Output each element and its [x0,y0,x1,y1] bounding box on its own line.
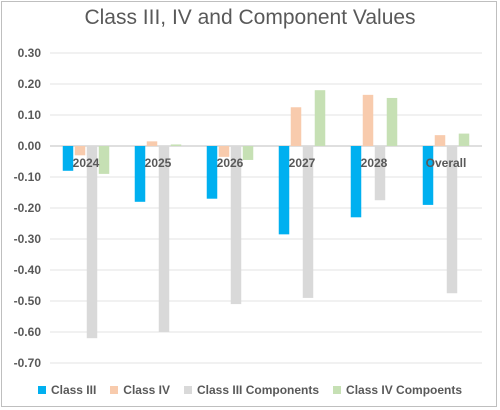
y-tick-label: -0.30 [14,232,42,246]
bar-class-iv [218,146,230,157]
legend-swatch [37,386,46,394]
y-tick-label: -0.70 [14,356,42,370]
bar-class-iv-compoents [314,90,326,146]
bar-class-iii-components [374,146,386,201]
legend-item: Class III Components [184,383,319,397]
y-tick-label: -0.20 [14,201,42,215]
bar-class-iii [350,146,362,218]
legend-label: Class IV [123,383,170,397]
bar-class-iii-components [86,146,98,339]
bar-class-iii-components [230,146,242,305]
bar-class-iv-compoents [98,146,110,174]
bar-class-iii-components [302,146,314,298]
legend-item: Class IV Compoents [333,383,462,397]
x-category-label: 2027 [289,156,316,170]
bar-class-iv-compoents [242,146,254,160]
legend-label: Class III [50,383,97,397]
x-category-label: 2024 [73,156,100,170]
legend-swatch [333,386,342,394]
y-tick-label: -0.60 [14,325,42,339]
y-tick-label: 0.10 [18,108,42,122]
y-tick-label: 0.00 [18,139,42,153]
bar-class-iv [290,107,302,146]
legend-item: Class III [37,383,97,397]
y-tick-label: 0.30 [18,46,42,60]
legend-swatch [110,386,119,394]
bar-class-iii [278,146,290,235]
bar-class-iii-components [158,146,170,332]
x-category-label: 2025 [145,156,172,170]
bar-class-iii [62,146,74,171]
legend-label: Class IV Compoents [346,383,463,397]
x-category-label: 2028 [361,156,388,170]
bar-class-iii [206,146,218,199]
y-tick-label: -0.10 [14,170,42,184]
bar-class-iii [134,146,146,202]
legend-label: Class III Components [197,383,320,397]
chart-title: Class III, IV and Component Values [84,6,416,29]
legend-item: Class IV [110,383,170,397]
bar-class-iv [434,135,446,146]
bar-class-iv-compoents [170,144,182,146]
bar-class-iv-compoents [386,97,398,146]
x-category-label: 2026 [217,156,244,170]
bar-class-iv [74,146,86,156]
chart-legend: Class III Class IV Class III Components Cla… [0,380,500,400]
bar-class-iv [362,94,374,146]
y-tick-label: -0.40 [14,263,42,277]
bar-class-iii [422,146,434,205]
x-category-label: Overall [426,156,467,170]
legend-swatch [184,386,192,394]
y-tick-label: 0.20 [18,77,42,91]
y-tick-label: -0.50 [14,294,42,308]
bar-class-iv [146,141,158,146]
bar-class-iv-compoents [458,133,470,146]
bar-class-iii-components [446,146,458,294]
